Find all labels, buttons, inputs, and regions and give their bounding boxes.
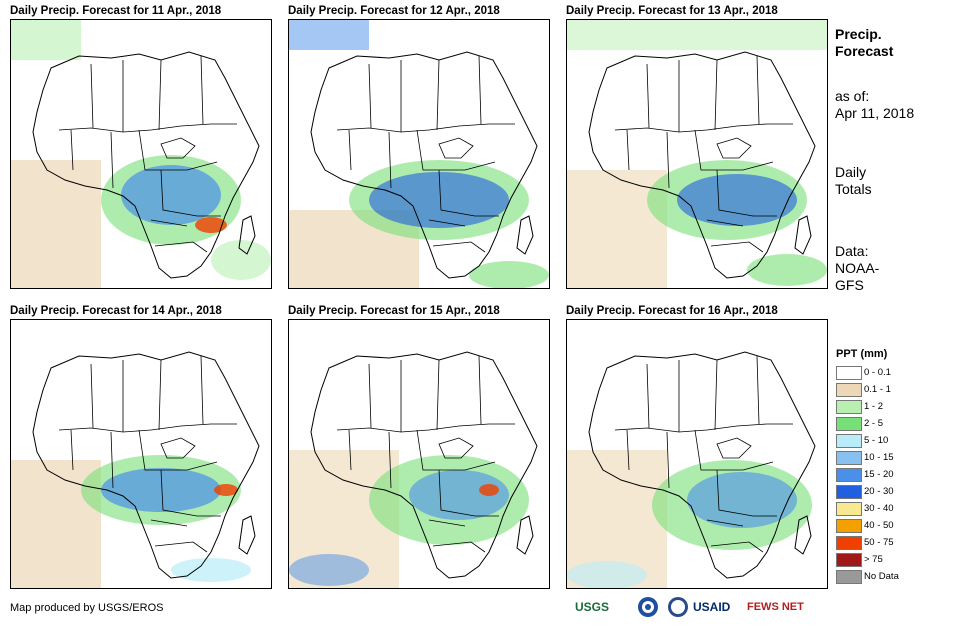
legend-item: 30 - 40 xyxy=(836,502,936,516)
legend-label: No Data xyxy=(864,571,899,582)
data-line-1: Data: xyxy=(835,243,869,259)
legend-swatch xyxy=(836,400,862,414)
legend-item: > 75 xyxy=(836,553,936,567)
usgs-logo-text: USGS xyxy=(575,600,610,614)
legend-label: 1 - 2 xyxy=(864,401,884,412)
precip-map xyxy=(566,19,828,289)
data-line-3: GFS xyxy=(835,277,864,293)
precip-map xyxy=(288,319,550,589)
sidebar-heading: Precip. Forecast xyxy=(835,26,893,60)
legend-swatch xyxy=(836,570,862,584)
usaid-logo: USAID xyxy=(693,596,730,618)
legend-item: 5 - 10 xyxy=(836,434,936,448)
daily-line-2: Totals xyxy=(835,181,872,197)
precip-map xyxy=(10,19,272,289)
legend-swatch xyxy=(836,383,862,397)
asof-date: Apr 11, 2018 xyxy=(835,105,915,121)
fewsnet-logo-text: FEWS NET xyxy=(747,601,804,613)
precip-map xyxy=(566,319,828,589)
fewsnet-logo: FEWS NET xyxy=(747,596,804,618)
legend-item: 0 - 0.1 xyxy=(836,366,936,380)
legend-item: 15 - 20 xyxy=(836,468,936,482)
precip-map xyxy=(288,19,550,289)
legend-title: PPT (mm) xyxy=(836,348,888,360)
legend-label: 2 - 5 xyxy=(864,418,884,429)
legend-label: 30 - 40 xyxy=(864,503,894,514)
legend-label: 0.1 - 1 xyxy=(864,384,891,395)
legend-swatch xyxy=(836,536,862,550)
legend-swatch xyxy=(836,417,862,431)
legend-item: 40 - 50 xyxy=(836,519,936,533)
daily-totals: Daily Totals xyxy=(835,164,872,198)
panel-title: Daily Precip. Forecast for 11 Apr., 2018 xyxy=(10,5,222,17)
panel-title: Daily Precip. Forecast for 14 Apr., 2018 xyxy=(10,305,222,317)
legend-item: 2 - 5 xyxy=(836,417,936,431)
legend-label: 5 - 10 xyxy=(864,435,889,446)
logo-strip: USGS USAID FEWS NET xyxy=(575,596,825,620)
legend-label: 20 - 30 xyxy=(864,486,894,497)
legend-item: 20 - 30 xyxy=(836,485,936,499)
legend-label: > 75 xyxy=(864,554,883,565)
legend-swatch xyxy=(836,502,862,516)
legend-item: 10 - 15 xyxy=(836,451,936,465)
usgs-logo: USGS xyxy=(575,596,609,618)
panel-title: Daily Precip. Forecast for 13 Apr., 2018 xyxy=(566,5,778,17)
data-source: Data: NOAA- GFS xyxy=(835,243,879,294)
legend-swatch xyxy=(836,485,862,499)
legend-swatch xyxy=(836,434,862,448)
legend-label: 50 - 75 xyxy=(864,537,894,548)
credit-text: Map produced by USGS/EROS xyxy=(10,602,164,614)
legend-item: No Data xyxy=(836,570,936,584)
panel-title: Daily Precip. Forecast for 12 Apr., 2018 xyxy=(288,5,500,17)
data-line-2: NOAA- xyxy=(835,260,880,276)
legend-swatch xyxy=(836,519,862,533)
legend-label: 40 - 50 xyxy=(864,520,894,531)
panel-title: Daily Precip. Forecast for 15 Apr., 2018 xyxy=(288,305,500,317)
legend-swatch xyxy=(836,366,862,380)
legend-item: 0.1 - 1 xyxy=(836,383,936,397)
asof-label: as of: xyxy=(835,88,870,104)
usaid-seal-icon xyxy=(667,596,689,618)
legend-item: 50 - 75 xyxy=(836,536,936,550)
as-of: as of: Apr 11, 2018 xyxy=(835,88,914,122)
precip-map xyxy=(10,319,272,589)
heading-line-2: Forecast xyxy=(835,43,894,59)
legend-swatch xyxy=(836,468,862,482)
daily-line-1: Daily xyxy=(835,164,867,180)
noaa-logo-icon xyxy=(637,596,659,618)
panel-title: Daily Precip. Forecast for 16 Apr., 2018 xyxy=(566,305,778,317)
legend-label: 10 - 15 xyxy=(864,452,894,463)
legend-label: 15 - 20 xyxy=(864,469,894,480)
legend-swatch xyxy=(836,451,862,465)
legend-item: 1 - 2 xyxy=(836,400,936,414)
heading-line-1: Precip. xyxy=(835,26,882,42)
usaid-logo-text: USAID xyxy=(693,600,731,614)
legend-swatch xyxy=(836,553,862,567)
legend-label: 0 - 0.1 xyxy=(864,367,891,378)
